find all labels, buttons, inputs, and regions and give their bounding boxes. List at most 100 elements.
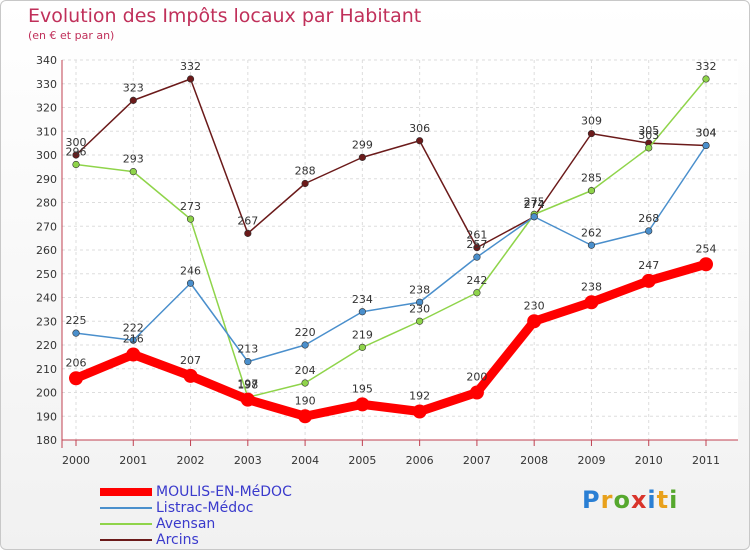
data-point	[244, 229, 252, 237]
y-tick-label: 310	[36, 125, 57, 138]
data-label: 222	[123, 321, 144, 334]
data-point	[183, 368, 198, 383]
y-tick-label: 220	[36, 339, 57, 352]
data-point	[301, 379, 309, 387]
data-label: 219	[352, 328, 373, 341]
data-label: 216	[123, 333, 144, 346]
data-label: 309	[581, 115, 602, 128]
series-group	[69, 75, 713, 424]
legend-label-arcins: Arcins	[156, 532, 199, 548]
x-tick-label: 2000	[62, 454, 90, 467]
data-label: 225	[66, 314, 87, 327]
x-tick-label: 2010	[635, 454, 663, 467]
data-label: 197	[237, 378, 258, 391]
data-label: 220	[295, 326, 316, 339]
data-label: 198	[237, 378, 258, 391]
data-label: 332	[180, 60, 201, 73]
data-label: 200	[466, 371, 487, 384]
legend-label-avensan: Avensan	[156, 516, 216, 532]
data-point	[72, 329, 80, 337]
x-tick-label: 2001	[119, 454, 147, 467]
data-label: 274	[524, 198, 545, 211]
data-label: 274	[524, 198, 545, 211]
data-label: 304	[696, 127, 717, 140]
y-tick-label: 200	[36, 387, 57, 400]
data-label: 206	[66, 356, 87, 369]
data-label: 262	[581, 226, 602, 239]
legend-swatch-moulis	[100, 488, 152, 496]
data-point	[702, 75, 710, 83]
data-label: 285	[581, 172, 602, 185]
data-point	[240, 392, 255, 407]
data-label: 323	[123, 81, 144, 94]
data-point	[416, 298, 424, 306]
data-point	[129, 336, 137, 344]
x-tick-label: 2009	[577, 454, 605, 467]
legend-swatch-listrac	[100, 507, 152, 509]
grid	[62, 59, 738, 441]
data-point	[416, 137, 424, 145]
y-tick-label: 190	[36, 410, 57, 423]
data-label: 261	[466, 229, 487, 242]
y-tick-label: 330	[36, 78, 57, 91]
data-label: 300	[66, 136, 87, 149]
x-tick-label: 2007	[463, 454, 491, 467]
x-tick-label: 2004	[291, 454, 319, 467]
x-tick-label: 2006	[406, 454, 434, 467]
proxiti-logo: Proxiti	[582, 486, 678, 514]
data-label: 257	[466, 238, 487, 251]
data-label: 213	[237, 343, 258, 356]
data-point	[355, 397, 370, 412]
data-point	[473, 244, 481, 252]
data-point	[473, 253, 481, 261]
data-label: 305	[638, 124, 659, 137]
data-point	[72, 160, 80, 169]
data-label: 207	[180, 354, 201, 367]
y-tick-label: 280	[36, 197, 57, 210]
y-tick-label: 340	[36, 54, 57, 67]
legend-label-listrac: Listrac-Médoc	[156, 500, 254, 516]
data-point	[358, 343, 366, 351]
data-point	[298, 409, 313, 424]
data-point	[645, 144, 653, 152]
y-tick-label: 250	[36, 268, 57, 281]
logo-letter: x	[630, 486, 648, 514]
data-point	[699, 257, 713, 272]
axes: 1801902002102202302402502602702802903003…	[36, 54, 738, 467]
data-label: 192	[409, 390, 430, 403]
data-point	[186, 279, 195, 287]
data-label: 332	[696, 60, 717, 73]
data-label: 246	[180, 264, 201, 277]
data-point	[587, 187, 596, 195]
data-point	[126, 347, 141, 362]
y-tick-label: 180	[36, 434, 57, 447]
x-tick-label: 2005	[348, 454, 376, 467]
legend-swatch-avensan	[100, 523, 152, 525]
data-label: 230	[524, 299, 545, 312]
y-tick-label: 320	[36, 102, 57, 115]
series-line-3	[75, 78, 707, 249]
data-label: 299	[352, 138, 373, 151]
data-point	[645, 227, 653, 235]
data-label: 288	[295, 165, 316, 178]
data-point	[587, 130, 596, 138]
data-point	[301, 341, 309, 349]
data-point	[416, 317, 424, 325]
x-tick-label: 2002	[177, 454, 205, 467]
data-point	[587, 241, 596, 249]
data-point	[527, 314, 542, 329]
logo-letter: t	[656, 486, 670, 514]
data-point	[702, 141, 710, 150]
data-point	[244, 358, 252, 366]
data-point	[358, 153, 366, 161]
data-label: 238	[581, 280, 602, 293]
logo-letter: i	[669, 486, 679, 514]
y-tick-label: 270	[36, 220, 57, 233]
logo-letter: o	[613, 486, 631, 514]
data-point	[129, 96, 137, 104]
x-tick-label: 2011	[692, 454, 720, 467]
data-label: 275	[524, 195, 545, 208]
data-point	[129, 168, 137, 176]
data-label: 254	[696, 242, 717, 255]
data-label: 303	[638, 129, 659, 142]
